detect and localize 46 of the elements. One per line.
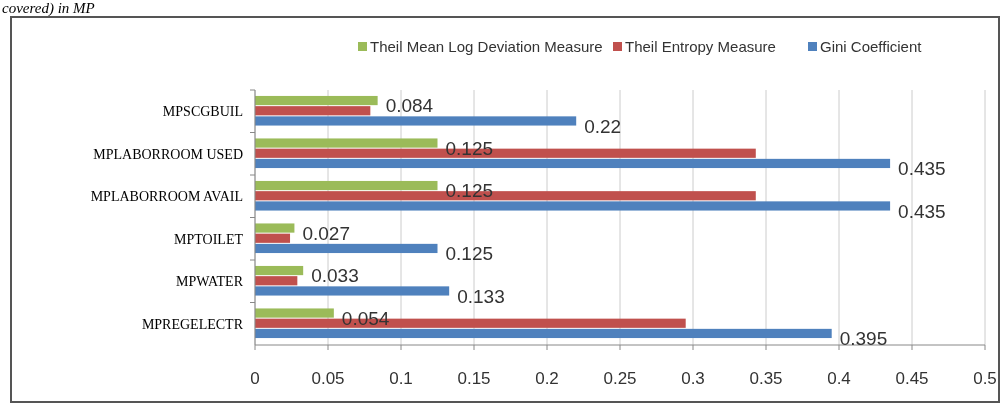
bar xyxy=(255,286,450,296)
bar xyxy=(255,106,371,116)
x-tick-label: 0.45 xyxy=(895,369,929,388)
legend-label: Theil Mean Log Deviation Measure xyxy=(370,38,603,55)
data-label: 0.125 xyxy=(445,180,494,202)
x-tick-label: 0.5 xyxy=(973,369,997,388)
y-tick-label: MPSCGBUIL xyxy=(162,104,243,120)
x-tick-label: 0.4 xyxy=(827,369,851,388)
bar xyxy=(255,223,295,233)
x-tick-label: 0.15 xyxy=(457,369,491,388)
data-label: 0.027 xyxy=(302,222,350,244)
y-tick-label: MPREGELECTR xyxy=(141,316,244,332)
data-label: 0.435 xyxy=(898,158,946,180)
x-tick-label: 0.3 xyxy=(681,369,705,388)
y-tick-label: MPLABORROOM USED xyxy=(93,146,243,162)
bar xyxy=(255,265,304,276)
data-label: 0.033 xyxy=(311,265,359,287)
legend-label: Gini Coefficient xyxy=(820,38,923,55)
bar xyxy=(255,308,334,318)
legend-label: Theil Entropy Measure xyxy=(625,38,776,55)
y-tick-label: MPWATER xyxy=(176,274,244,290)
bar xyxy=(255,201,891,211)
bar xyxy=(255,180,438,191)
text: covered) in MP xyxy=(2,0,95,17)
y-tick-label: MPLABORROOM AVAIL xyxy=(90,189,243,205)
data-label: 0.22 xyxy=(584,115,622,137)
data-label: 0.395 xyxy=(839,328,888,350)
data-label: 0.084 xyxy=(385,95,434,117)
bar xyxy=(255,116,577,126)
x-tick-label: 0.05 xyxy=(311,369,345,388)
y-tick-label: MPTOILET xyxy=(174,231,244,247)
bar xyxy=(255,328,832,339)
x-tick-label: 0 xyxy=(250,369,260,388)
data-label: 0.435 xyxy=(898,200,946,222)
bar xyxy=(255,95,378,106)
bar xyxy=(255,158,891,169)
bar xyxy=(255,138,438,148)
x-tick-label: 0.1 xyxy=(389,369,413,388)
x-tick-label: 0.25 xyxy=(603,369,637,388)
bar xyxy=(255,276,298,286)
x-tick-label: 0.35 xyxy=(749,369,783,388)
x-tick-label: 0.2 xyxy=(535,369,559,388)
data-label: 0.125 xyxy=(445,243,494,265)
bar xyxy=(255,233,291,243)
data-label: 0.133 xyxy=(457,285,505,307)
bar xyxy=(255,243,438,254)
